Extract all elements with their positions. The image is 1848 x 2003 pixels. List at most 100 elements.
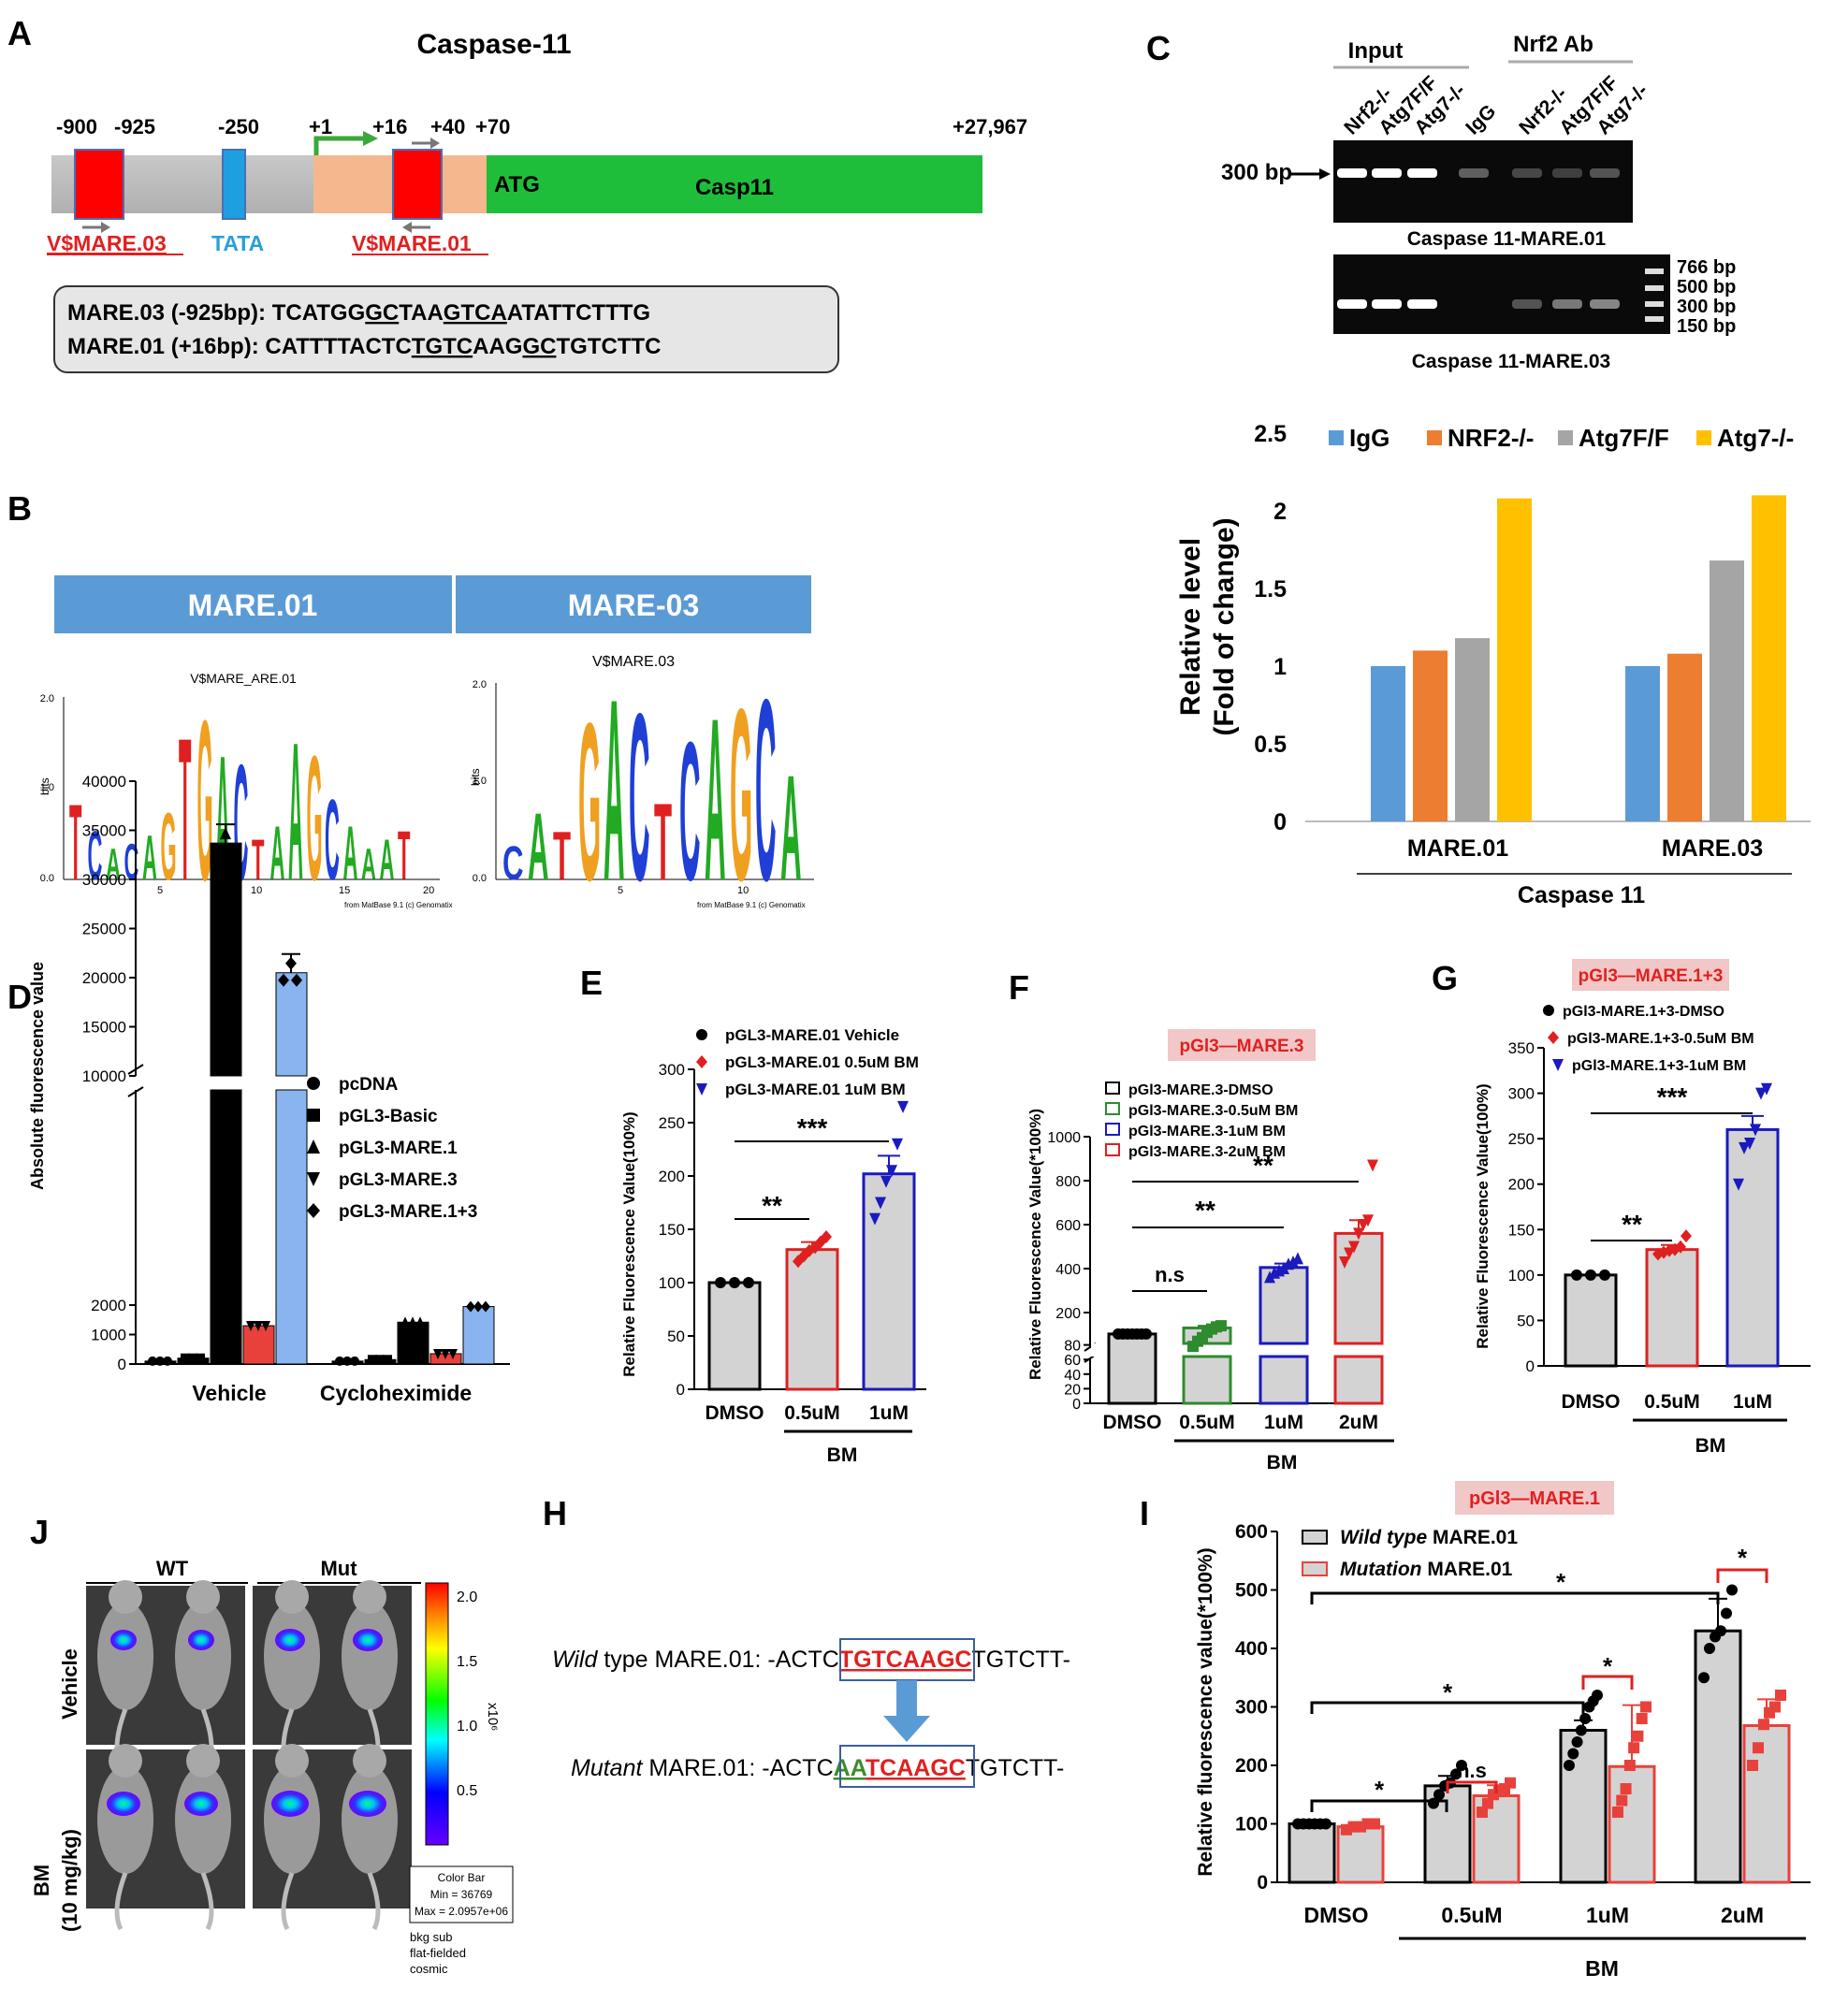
gel1-label: Caspase 11-MARE.01 <box>1407 228 1607 250</box>
sig-label: ** <box>762 1191 782 1220</box>
y-tick: 200 <box>1235 1755 1268 1777</box>
pos-label: +70 <box>475 115 510 138</box>
badge-text: pGl3—MARE.1 <box>1469 1488 1600 1509</box>
data-point <box>1369 1818 1380 1830</box>
ladder-label: 766 bp <box>1677 257 1736 278</box>
gel-band <box>1590 299 1620 309</box>
cb-note: cosmic <box>410 1962 448 1976</box>
panel-d: D 40000350003000025000200001500010000200… <box>7 773 510 1405</box>
header-mare03-text: MARE-03 <box>568 588 699 622</box>
x-category: 1uM <box>1733 1391 1772 1413</box>
gel-band <box>1372 299 1402 309</box>
panel-a-letter: A <box>7 14 32 52</box>
color-bar <box>425 1582 449 1846</box>
y-tick: 1000 <box>1047 1130 1081 1146</box>
legend-label: IgG <box>1349 424 1390 452</box>
mouse-head <box>275 1744 309 1778</box>
pos-label: -250 <box>218 115 259 138</box>
data-point <box>1571 1736 1583 1748</box>
data-point <box>1747 1760 1758 1771</box>
data-point <box>1750 1124 1761 1137</box>
gel-1 <box>1333 140 1633 223</box>
y-tick: 30000 <box>82 871 126 889</box>
mouse-body <box>342 1765 398 1874</box>
data-point <box>375 1355 385 1365</box>
legend-swatch <box>1329 430 1344 445</box>
logo-letter: A <box>705 671 726 929</box>
pos-label: -925 <box>114 115 155 138</box>
x-category: DMSO <box>1562 1391 1621 1413</box>
tick: 2.0 <box>40 693 54 704</box>
data-point <box>148 1356 157 1366</box>
primer-arrow <box>402 222 412 233</box>
logo-letter: T <box>252 827 264 892</box>
data-point <box>1571 1269 1582 1281</box>
panel-g-letter: G <box>1432 959 1458 997</box>
header-mare01-text: MARE.01 <box>188 588 318 622</box>
bar-Wild type MARE.01 <box>1288 1822 1336 1884</box>
bioluminescence-signal <box>353 1629 383 1651</box>
bar-DMSO <box>707 1281 762 1391</box>
panel-j: J WT Mut Vehicle BM (10 mg/kg) 2.0 1.5 1… <box>30 1513 514 1976</box>
significance-bracket <box>1310 1591 1720 1604</box>
x-category: DMSO <box>706 1402 764 1424</box>
legend-label: pGL3-MARE.3 <box>339 1170 458 1190</box>
panel-g: G 0 50 100 150 200 250 300 350 Relative Fluoresc… <box>1432 959 1811 1457</box>
header-mare01 <box>54 575 452 633</box>
tata-label: TATA <box>211 231 264 255</box>
panel-j-letter: J <box>30 1513 49 1551</box>
mare01-label: V$MARE.01 <box>352 231 472 255</box>
y-tick: 35000 <box>82 822 126 840</box>
ladder-label: 300 bp <box>1677 297 1736 317</box>
cb-text: Min = 36769 <box>430 1888 493 1901</box>
data-point <box>1739 1141 1750 1154</box>
badge <box>1168 1029 1316 1061</box>
bar-1uM <box>862 1172 916 1391</box>
y-tick: 0 <box>677 1381 685 1399</box>
logo2-credit: from MatBase 9.1 (c) Genomatix <box>697 901 806 909</box>
mouse-tail <box>281 1872 295 1931</box>
vehicle-label: Vehicle <box>58 1648 81 1720</box>
mouse-head <box>353 1580 386 1614</box>
data-point <box>1640 1701 1652 1713</box>
tick: 5 <box>618 885 623 896</box>
bar-Atg7-/- <box>1752 495 1786 821</box>
data-point <box>383 1355 392 1365</box>
gel-band <box>1407 299 1437 309</box>
data-point <box>188 1353 197 1363</box>
badge <box>1455 1481 1614 1515</box>
casp11-bar <box>487 155 982 213</box>
cb-tick: 1.5 <box>457 1654 477 1670</box>
logo-letter: A <box>106 838 121 889</box>
significance-bracket <box>1716 1568 1768 1583</box>
header-mare03 <box>456 575 811 633</box>
y-tick: 200 <box>659 1168 685 1185</box>
legend-swatch <box>1558 430 1573 445</box>
bar-DMSO <box>1564 1273 1618 1368</box>
logo1-title: V$MARE_ARE.01 <box>190 671 297 686</box>
tick: 15 <box>339 885 350 896</box>
gel2-bands <box>1337 269 1664 322</box>
bar-DMSO <box>1107 1332 1157 1405</box>
legend-swatch <box>1105 1143 1120 1156</box>
bar-pGL3-MARE.1+3 <box>275 972 308 1077</box>
panel-f-letter: F <box>1009 968 1029 1007</box>
mut-label: Mut <box>320 1557 357 1580</box>
panel-a-title: Caspase-11 <box>416 29 571 60</box>
panel-d-letter: D <box>7 978 32 1016</box>
y-tick: 350 <box>1508 1039 1535 1057</box>
data-point <box>466 1300 475 1313</box>
mouse-body <box>175 1765 231 1874</box>
arrow-head <box>883 1716 930 1742</box>
y-tick: 2 <box>1273 499 1287 525</box>
y-tick: 2.5 <box>1254 421 1287 447</box>
data-point <box>1564 1760 1575 1771</box>
gel-band <box>1459 168 1489 178</box>
y-tick: 0 <box>1273 809 1287 835</box>
data-point <box>715 1277 726 1288</box>
logo-letter: T <box>179 695 191 922</box>
mouse-head <box>186 1744 220 1778</box>
data-point <box>1775 1690 1786 1701</box>
logo-letter: C <box>755 646 777 935</box>
tick: 1.0 <box>473 776 487 787</box>
